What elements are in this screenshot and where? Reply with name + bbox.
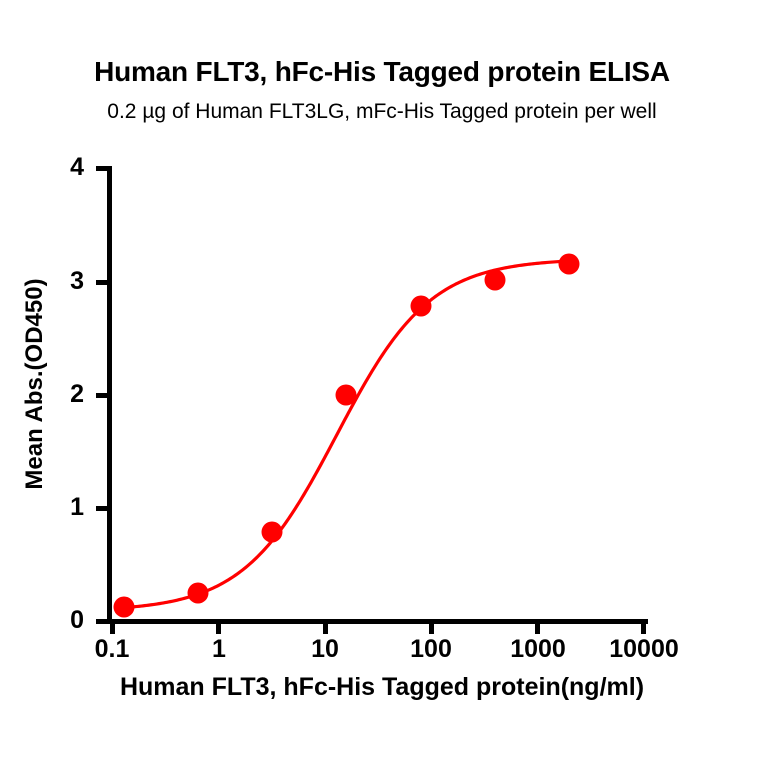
x-tick-10000: [641, 622, 646, 634]
x-ticklabel-10000: 10000: [609, 635, 679, 663]
y-tick-0: [96, 619, 107, 624]
y-ticklabel-4: 4: [70, 153, 84, 181]
x-ticklabel-1: 1: [212, 635, 226, 663]
y-axis-spine: [107, 166, 112, 624]
y-tick-4: [96, 166, 107, 171]
x-ticklabel-10: 10: [311, 635, 339, 663]
data-point: [484, 269, 506, 291]
x-axis-spine: [107, 619, 648, 624]
y-axis-title: Mean Abs.(OD450): [21, 278, 48, 490]
data-point: [335, 384, 357, 406]
x-axis-title: Human FLT3, hFc-His Tagged protein(ng/ml…: [119, 673, 645, 701]
x-tick-0.1: [110, 622, 115, 634]
data-point: [187, 582, 209, 604]
x-tick-1000: [535, 622, 540, 634]
chart-title: Human FLT3, hFc-His Tagged protein ELISA: [94, 56, 670, 87]
y-tick-3: [96, 280, 107, 285]
x-ticklabel-0.1: 0.1: [94, 635, 130, 663]
y-tick-1: [96, 506, 107, 511]
y-ticklabel-0: 0: [70, 606, 84, 634]
data-point: [410, 295, 432, 317]
data-point: [261, 521, 283, 543]
y-ticklabel-1: 1: [70, 493, 84, 521]
y-tick-2: [96, 393, 107, 398]
x-ticklabel-1000: 1000: [510, 635, 566, 663]
x-tick-10: [323, 622, 328, 634]
data-point: [558, 253, 580, 275]
y-ticklabel-3: 3: [70, 267, 84, 295]
x-ticklabel-100: 100: [410, 635, 452, 663]
chart-subtitle: 0.2 µg of Human FLT3LG, mFc-His Tagged p…: [107, 100, 657, 123]
data-point: [113, 596, 135, 618]
x-tick-1: [216, 622, 221, 634]
x-tick-100: [429, 622, 434, 634]
y-ticklabel-2: 2: [70, 380, 84, 408]
